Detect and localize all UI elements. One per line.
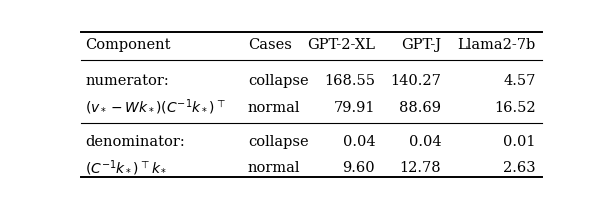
- Text: 79.91: 79.91: [334, 101, 375, 115]
- Text: 168.55: 168.55: [324, 74, 375, 88]
- Text: GPT-J: GPT-J: [401, 38, 441, 52]
- Text: 12.78: 12.78: [399, 161, 441, 175]
- Text: 9.60: 9.60: [342, 161, 375, 175]
- Text: GPT-2-XL: GPT-2-XL: [307, 38, 375, 52]
- Text: collapse: collapse: [248, 74, 309, 88]
- Text: numerator:: numerator:: [85, 74, 169, 88]
- Text: 2.63: 2.63: [503, 161, 536, 175]
- Text: normal: normal: [248, 101, 300, 115]
- Text: Cases: Cases: [248, 38, 292, 52]
- Text: 0.04: 0.04: [342, 134, 375, 149]
- Text: 0.04: 0.04: [409, 134, 441, 149]
- Text: $(C^{-1}k_*)^\top k_*$: $(C^{-1}k_*)^\top k_*$: [85, 159, 168, 178]
- Text: Component: Component: [85, 38, 171, 52]
- Text: 16.52: 16.52: [494, 101, 536, 115]
- Text: collapse: collapse: [248, 134, 309, 149]
- Text: 88.69: 88.69: [399, 101, 441, 115]
- Text: $(v_* - Wk_*)(C^{-1}k_*)^\top$: $(v_* - Wk_*)(C^{-1}k_*)^\top$: [85, 98, 226, 117]
- Text: 0.01: 0.01: [503, 134, 536, 149]
- Text: normal: normal: [248, 161, 300, 175]
- Text: 4.57: 4.57: [503, 74, 536, 88]
- Text: Llama2-7b: Llama2-7b: [457, 38, 536, 52]
- Text: 140.27: 140.27: [390, 74, 441, 88]
- Text: denominator:: denominator:: [85, 134, 185, 149]
